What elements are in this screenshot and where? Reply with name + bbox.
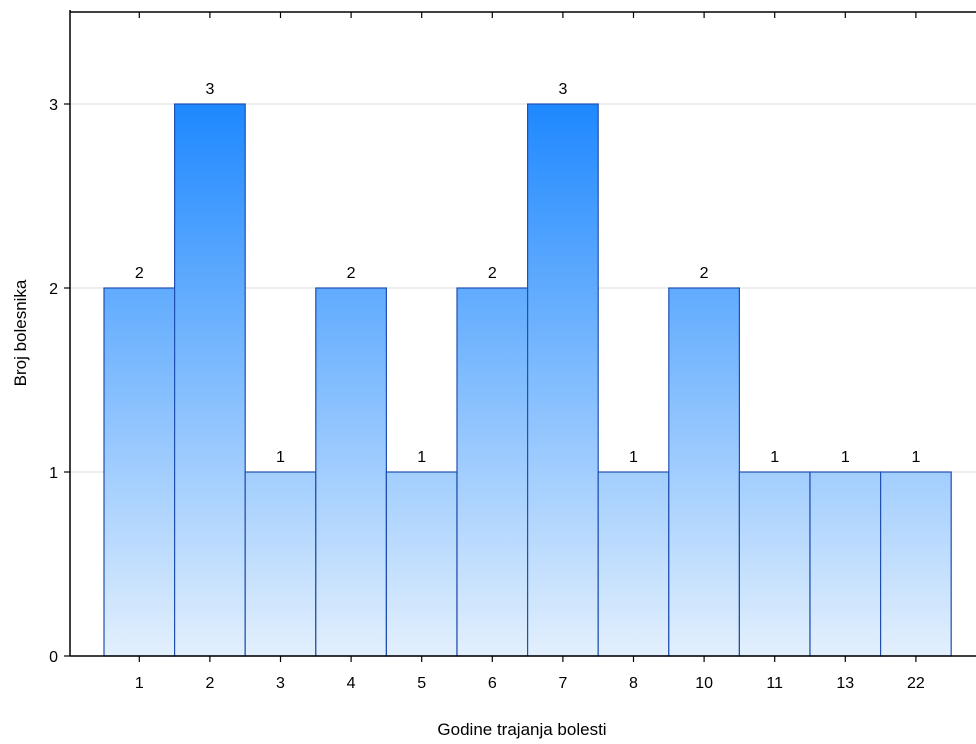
data-label: 2 <box>347 265 356 282</box>
bar-1 <box>103 287 176 657</box>
data-label: 1 <box>417 449 426 466</box>
x-tick-label: 6 <box>488 675 497 692</box>
axes <box>69 10 976 657</box>
data-label: 3 <box>205 81 214 98</box>
bar-6 <box>456 287 529 657</box>
data-label: 1 <box>770 449 779 466</box>
data-label: 1 <box>629 449 638 466</box>
x-tick-label: 7 <box>558 675 567 692</box>
data-label: 3 <box>558 81 567 98</box>
y-tick-label: 0 <box>49 649 58 666</box>
x-tick-label: 11 <box>766 675 783 692</box>
data-label: 2 <box>488 265 497 282</box>
bar-22 <box>879 471 952 657</box>
bar-8 <box>597 471 670 657</box>
x-tick-label: 2 <box>205 675 214 692</box>
x-tick-label: 10 <box>695 675 713 692</box>
bar-2 <box>174 103 246 657</box>
data-label: 1 <box>841 449 850 466</box>
bar-3 <box>244 471 317 657</box>
bar-5 <box>385 471 458 657</box>
y-axis-title: Broj bolesnika <box>11 279 30 386</box>
x-tick-label: 22 <box>907 675 925 692</box>
bar-11 <box>738 471 811 657</box>
x-axis-title: Godine trajanja bolesti <box>437 720 606 739</box>
x-tick-label: 8 <box>629 675 638 692</box>
x-tick-label: 3 <box>276 675 285 692</box>
y-tick-label: 2 <box>49 281 58 298</box>
x-tick-label: 13 <box>836 675 854 692</box>
x-tick-label: 1 <box>135 675 144 692</box>
y-tick-label: 1 <box>49 465 58 482</box>
bar-4 <box>315 287 387 657</box>
bars <box>103 103 952 657</box>
data-label: 2 <box>135 265 144 282</box>
data-label: 2 <box>700 265 709 282</box>
y-tick-label: 3 <box>49 97 58 114</box>
data-label: 1 <box>911 449 920 466</box>
x-tick-label: 4 <box>347 675 356 692</box>
bar-10 <box>668 287 740 657</box>
bar-7 <box>526 103 599 657</box>
bar-13 <box>809 471 882 657</box>
data-labels: 2 3 1 2 1 2 3 1 2 1 1 1 <box>135 81 921 466</box>
x-tick-label: 5 <box>417 675 426 692</box>
data-label: 1 <box>276 449 285 466</box>
